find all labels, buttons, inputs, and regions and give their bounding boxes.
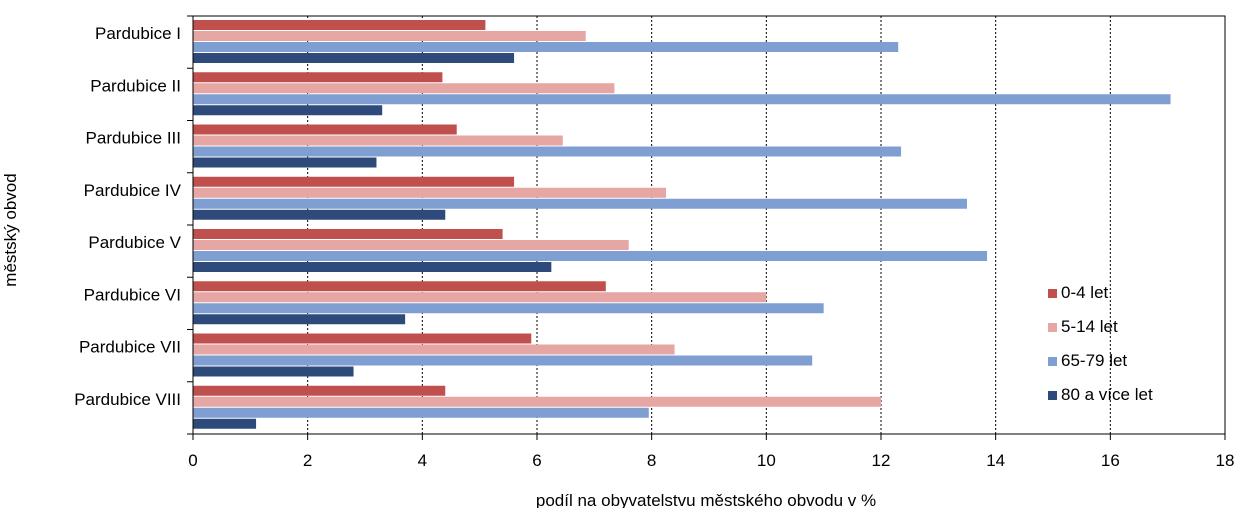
bar-3-series-2 — [193, 135, 563, 146]
category-label-4: Pardubice IV — [84, 181, 182, 200]
bar-6-series-3 — [193, 303, 824, 314]
category-label-7: Pardubice VII — [79, 338, 181, 357]
x-tick-label-14: 14 — [986, 451, 1005, 470]
legend-swatch-4 — [1048, 391, 1057, 400]
category-label-6: Pardubice VI — [84, 285, 181, 304]
y-axis-title: městský obvod — [1, 173, 20, 286]
bar-2-series-4 — [193, 105, 383, 116]
bar-8-series-3 — [193, 407, 649, 418]
bar-4-series-4 — [193, 209, 446, 220]
bar-7-series-1 — [193, 333, 532, 344]
bar-4-series-3 — [193, 198, 967, 209]
legend-label-3: 65-79 let — [1061, 351, 1127, 370]
x-tick-label-2: 2 — [303, 451, 312, 470]
legend-label-2: 5-14 let — [1061, 317, 1118, 336]
bar-4-series-1 — [193, 176, 515, 187]
bars-layer — [193, 20, 1171, 429]
bar-3-series-1 — [193, 124, 457, 135]
legend-swatch-2 — [1048, 323, 1057, 332]
bar-3-series-4 — [193, 157, 377, 168]
category-label-2: Pardubice II — [90, 76, 181, 95]
category-labels: Pardubice I Pardubice II Pardubice III Pard… — [74, 24, 181, 409]
bar-2-series-3 — [193, 94, 1171, 105]
bar-1-series-4 — [193, 53, 515, 63]
bar-5-series-2 — [193, 240, 629, 250]
x-tick-label-6: 6 — [532, 451, 541, 470]
bar-7-series-4 — [193, 366, 354, 377]
bar-6-series-2 — [193, 292, 767, 303]
bar-8-series-2 — [193, 396, 881, 407]
bar-6-series-1 — [193, 281, 606, 292]
bar-1-series-3 — [193, 42, 899, 52]
axis-layer — [187, 15, 1226, 440]
bar-4-series-2 — [193, 187, 666, 198]
legend: 0-4 let 5-14 let 65-79 let 80 a více let — [1048, 283, 1153, 404]
x-tick-label-0: 0 — [188, 451, 197, 470]
category-label-5: Pardubice V — [88, 233, 181, 252]
bar-8-series-1 — [193, 385, 446, 396]
bar-7-series-2 — [193, 344, 675, 355]
bar-8-series-4 — [193, 418, 257, 429]
x-tick-label-12: 12 — [872, 451, 891, 470]
category-label-3: Pardubice III — [86, 129, 181, 148]
x-tick-label-8: 8 — [647, 451, 656, 470]
x-axis-title: podíl na obyvatelstvu městského obvodu v… — [536, 491, 876, 508]
legend-swatch-1 — [1048, 289, 1057, 298]
bar-2-series-1 — [193, 72, 443, 83]
bar-1-series-2 — [193, 31, 586, 41]
bar-6-series-4 — [193, 314, 406, 325]
bar-5-series-1 — [193, 229, 503, 239]
bar-2-series-2 — [193, 83, 615, 94]
x-tick-label-10: 10 — [757, 451, 776, 470]
bar-5-series-4 — [193, 262, 552, 272]
category-label-1: Pardubice I — [95, 24, 181, 43]
legend-label-4: 80 a více let — [1061, 385, 1153, 404]
legend-swatch-3 — [1048, 357, 1057, 366]
x-tick-label-16: 16 — [1101, 451, 1120, 470]
bar-7-series-3 — [193, 355, 813, 366]
x-tick-label-4: 4 — [418, 451, 427, 470]
category-label-8: Pardubice VIII — [74, 390, 181, 409]
bar-5-series-3 — [193, 251, 988, 261]
x-tick-label-18: 18 — [1216, 451, 1235, 470]
x-tick-labels: 0 2 4 6 8 10 12 14 16 18 — [188, 451, 1234, 470]
bar-1-series-1 — [193, 20, 486, 30]
legend-label-1: 0-4 let — [1061, 283, 1109, 302]
bar-3-series-3 — [193, 146, 902, 157]
